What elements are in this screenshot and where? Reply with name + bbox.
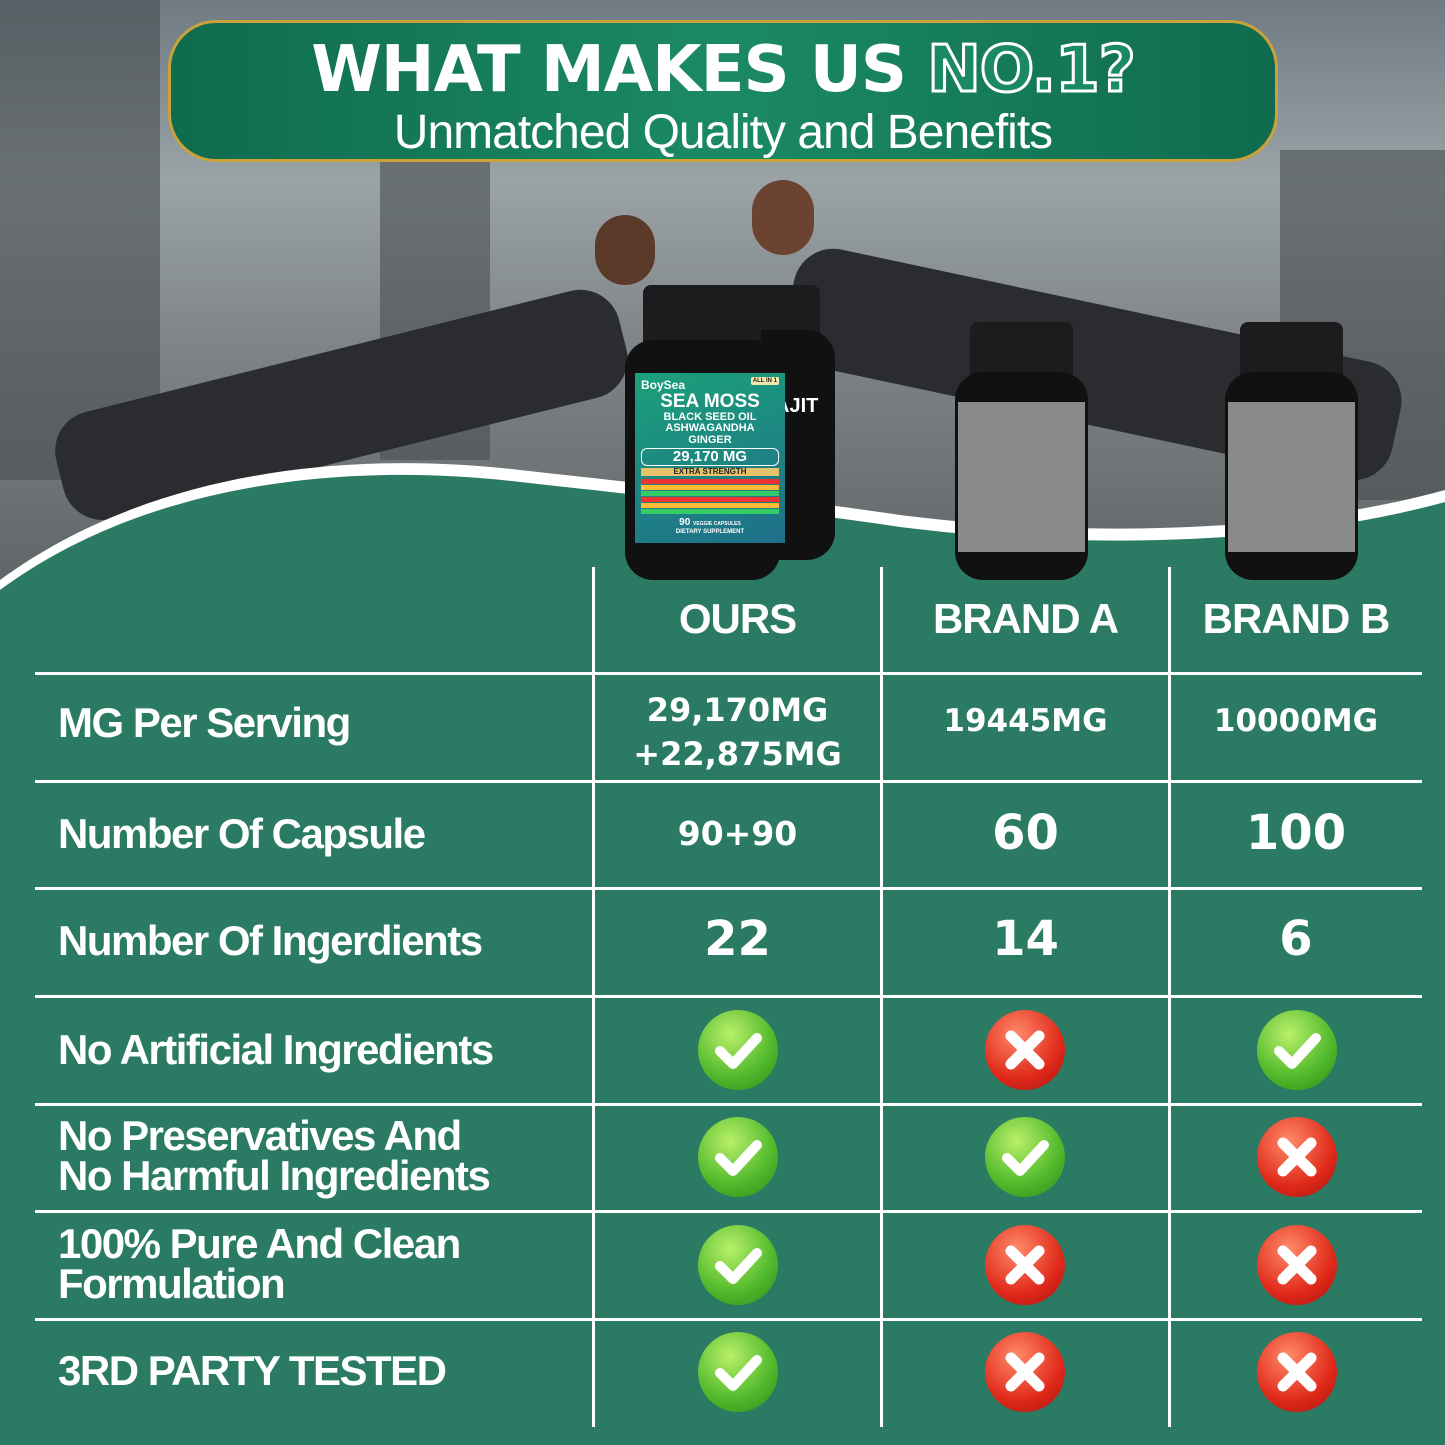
check-icon [698, 1225, 778, 1305]
man-head [752, 180, 814, 255]
product-dose: 29,170 MG [641, 448, 779, 466]
row-label: No Artificial Ingredients [58, 1026, 494, 1073]
cell-ingredients-brand-b: 6 [1279, 911, 1313, 967]
woman-head [595, 215, 655, 285]
grid-line [35, 1103, 1422, 1106]
all-in-one-badge: ALL IN 1 [750, 377, 779, 385]
row-label-line: 100% Pure And Clean [58, 1220, 461, 1267]
product-type: DIETARY SUPPLEMENT [675, 528, 745, 535]
title-text: WHAT MAKES US [311, 33, 907, 107]
cell-capsule-brand-b: 100 [1245, 805, 1347, 861]
cross-icon [985, 1225, 1065, 1305]
check-icon [698, 1332, 778, 1412]
cross-icon [1257, 1117, 1337, 1197]
column-header-brand-a: BRAND A [932, 595, 1119, 642]
capsule-count: 90 [679, 517, 691, 529]
product-name: SEA MOSS [660, 390, 760, 412]
row-label: MG Per Serving [58, 699, 351, 746]
cross-icon [985, 1332, 1065, 1412]
check-icon [1257, 1010, 1337, 1090]
grid-line [35, 672, 1422, 675]
header-subtitle: Unmatched Quality and Benefits [393, 106, 1053, 159]
product-line: ASHWAGANDHA [665, 422, 755, 435]
cell-mg-brand-a: 19445MG [943, 703, 1108, 739]
cross-icon [1257, 1225, 1337, 1305]
grid-line [35, 995, 1422, 998]
header-banner: WHAT MAKES US NO.1? Unmatched Quality an… [168, 20, 1278, 162]
title-highlight: NO.1? [926, 32, 1138, 109]
brand-a-bottle [955, 322, 1088, 580]
cross-icon [985, 1010, 1065, 1090]
cell-capsule-brand-a: 60 [992, 805, 1059, 861]
row-label: 100% Pure And Clean Formulation [58, 1220, 461, 1307]
grid-line [35, 780, 1422, 783]
brand-b-bottle [1225, 322, 1358, 580]
header-title: WHAT MAKES US NO.1? [171, 32, 1275, 109]
product-label: ALL IN 1 BoySea SEA MOSS BLACK SEED OIL … [635, 373, 785, 543]
product-line: BLACK SEED OIL [663, 410, 757, 423]
grid-line [35, 1210, 1422, 1213]
row-label: No Preservatives And No Harmful Ingredien… [58, 1112, 491, 1199]
column-header-brand-b: BRAND B [1202, 595, 1391, 642]
column-header-ours: OURS [678, 595, 797, 642]
product-line: GINGER [688, 433, 732, 446]
cross-icon [1257, 1332, 1337, 1412]
row-label: Number Of Capsule [58, 810, 426, 857]
row-label-line: No Preservatives And [58, 1112, 462, 1159]
cell-mg-brand-b: 10000MG [1213, 703, 1379, 739]
grid-line [35, 887, 1422, 890]
row-label: 3RD PARTY TESTED [58, 1347, 447, 1394]
row-label: Number Of Ingerdients [58, 917, 483, 964]
capsule-label: VEGGIE CAPSULES [693, 521, 741, 528]
check-icon [698, 1010, 778, 1090]
row-label-line: Formulation [58, 1260, 286, 1307]
ours-bottle-front: ALL IN 1 BoySea SEA MOSS BLACK SEED OIL … [625, 285, 785, 580]
cell-capsule-ours: 90+90 [677, 814, 798, 853]
cell-line: 29,170MG [646, 691, 829, 729]
product-strength: EXTRA STRENGTH [641, 467, 779, 477]
check-icon [985, 1117, 1065, 1197]
grid-line [35, 1318, 1422, 1321]
check-icon [698, 1117, 778, 1197]
cell-ingredients-ours: 22 [704, 911, 771, 967]
brand-name: BoySea [641, 378, 686, 392]
row-label-line: No Harmful Ingredients [58, 1152, 491, 1199]
cell-mg-ours: 29,170MG +22,875MG [595, 688, 880, 776]
cell-ingredients-brand-a: 14 [992, 911, 1059, 967]
second-bottle-name: AJIT [775, 395, 819, 417]
cell-line: +22,875MG [633, 735, 842, 773]
